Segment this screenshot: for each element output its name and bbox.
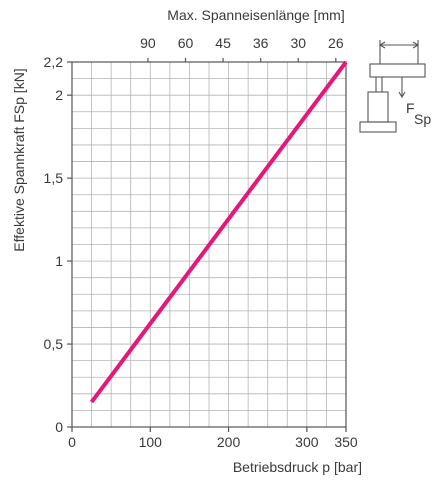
top-tick-label: 90: [140, 35, 156, 51]
top-tick-label: 30: [290, 35, 306, 51]
x-tick-label: 350: [334, 434, 358, 450]
top-tick-label: 36: [253, 35, 269, 51]
y-tick-label: 1,5: [44, 170, 64, 186]
top-tick-labels: 90 60 45 36 30 26: [140, 35, 344, 51]
top-axis-title: Max. Spanneisenlänge [mm]: [167, 7, 344, 23]
top-tick-label: 26: [328, 35, 344, 51]
grid: [72, 62, 346, 427]
x-tick-label: 100: [139, 434, 163, 450]
series-line: [89, 60, 348, 404]
y-axis-title: Effektive Spannkraft FSp [kN]: [11, 68, 27, 251]
y-tick-label: 2,2: [44, 54, 64, 70]
force-label-sub: Sp: [414, 111, 431, 127]
y-tick-label: 2: [55, 87, 63, 103]
x-tick-label: 200: [217, 434, 241, 450]
force-label-main: F: [406, 100, 415, 116]
x-tick-labels: 0 100 200 300 350: [68, 434, 358, 450]
axis-ticks: [67, 58, 347, 432]
top-tick-label: 60: [178, 35, 194, 51]
clamp-diagram-icon: F Sp: [359, 40, 431, 133]
y-tick-label: 0,5: [44, 336, 64, 352]
y-tick-label: 0: [55, 419, 63, 435]
y-tick-label: 1: [55, 253, 63, 269]
x-tick-label: 0: [68, 434, 76, 450]
top-tick-label: 45: [215, 35, 231, 51]
x-axis-title: Betriebsdruck p [bar]: [233, 459, 362, 475]
y-tick-labels: 0 0,5 1 1,5 2 2,2: [44, 54, 64, 435]
series-layer: [89, 60, 348, 404]
x-tick-label: 300: [295, 434, 319, 450]
plot-frame: [71, 61, 347, 428]
